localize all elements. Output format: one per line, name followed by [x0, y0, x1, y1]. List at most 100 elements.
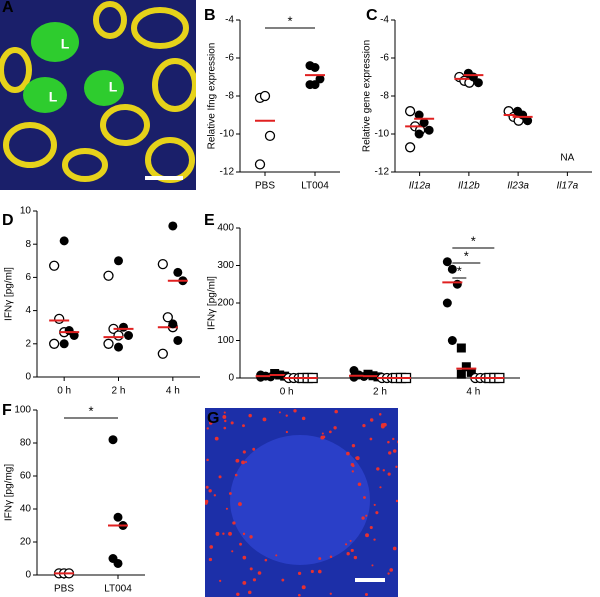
stain-dot: [349, 539, 352, 542]
data-point: [447, 264, 457, 274]
y-tick-label: -10: [375, 129, 390, 140]
stain-dot: [373, 503, 376, 507]
stain-dot: [281, 578, 285, 582]
stain-dot: [230, 421, 234, 425]
stain-dot: [297, 571, 302, 576]
annotation: NA: [560, 153, 574, 164]
stain-dot: [400, 469, 403, 472]
data-point: [424, 125, 434, 135]
stain-dot: [284, 401, 287, 404]
stain-dot: [369, 437, 373, 441]
data-point: [523, 116, 533, 126]
stain-dot: [316, 398, 319, 401]
y-axis-label: IFNγ [pg/mg]: [4, 464, 15, 521]
stain-dot: [192, 520, 195, 523]
stain-dot: [373, 538, 376, 541]
stain-dot: [285, 414, 288, 417]
stain-dot: [219, 579, 222, 583]
data-point: [363, 369, 373, 379]
stain-dot: [235, 458, 240, 463]
stain-dot: [378, 413, 382, 416]
x-tick-label: 2 h: [112, 386, 126, 397]
significance-label: *: [457, 263, 462, 278]
stain-dot: [208, 557, 213, 562]
x-tick-label: PBS: [54, 584, 74, 595]
stain-dot: [376, 467, 380, 471]
stain-dot: [214, 436, 219, 441]
stain-dot: [387, 572, 390, 575]
stain-dot: [218, 475, 222, 479]
stain-dot: [389, 568, 394, 572]
stain-dot: [234, 473, 238, 477]
micrograph-a: [0, 0, 196, 190]
stain-dot: [369, 418, 374, 422]
x-tick-label: 0 h: [57, 386, 71, 397]
y-tick-label: 10: [20, 206, 32, 217]
stain-dot: [248, 413, 252, 418]
stain-dot: [236, 592, 240, 597]
data-point: [447, 336, 457, 345]
data-point: [404, 106, 416, 117]
stain-dot: [395, 465, 398, 469]
stain-dot: [241, 460, 245, 465]
y-tick-label: 40: [20, 504, 32, 515]
data-point: [49, 260, 60, 271]
data-point: [173, 335, 183, 345]
stain-dot: [224, 419, 227, 423]
stain-dot: [320, 435, 325, 440]
data-point: [113, 512, 123, 522]
stain-dot: [264, 558, 268, 562]
data-point: [162, 312, 173, 323]
data-point: [124, 331, 133, 340]
data-point: [270, 369, 280, 378]
stain-dot: [242, 424, 245, 428]
stain-dot: [232, 521, 236, 525]
y-tick-label: 4: [25, 305, 31, 316]
x-tick-label: Il12b: [458, 181, 480, 192]
stain-dot: [195, 541, 199, 545]
panel-label: E: [204, 212, 215, 229]
stain-dot: [297, 593, 301, 597]
stain-dot: [239, 542, 242, 546]
data-point: [108, 435, 118, 445]
stain-dot: [213, 494, 217, 497]
y-tick-label: 0: [25, 570, 31, 581]
data-point: [69, 331, 79, 340]
x-tick-label: LT004: [301, 181, 329, 192]
stain-dot: [242, 580, 247, 585]
y-tick-label: 100: [14, 405, 31, 416]
stain-dot: [329, 592, 332, 595]
stain-dot: [398, 474, 401, 477]
significance-label: *: [287, 13, 292, 28]
stain-dot: [345, 543, 348, 546]
stain-dot: [369, 525, 373, 530]
significance-label: *: [471, 233, 476, 248]
stain-dot: [257, 571, 262, 575]
stain-dot: [205, 501, 208, 505]
stain-dot: [318, 569, 322, 574]
data-point: [310, 80, 320, 90]
stain-dot: [365, 514, 368, 517]
significance-label: *: [464, 248, 469, 263]
stain-dot: [275, 554, 278, 557]
data-point: [254, 159, 266, 170]
y-tick-label: 60: [20, 471, 32, 482]
stain-dot: [209, 545, 213, 549]
stain-dot: [410, 462, 412, 464]
stain-dot: [278, 411, 281, 414]
data-point: [259, 90, 271, 102]
data-point: [466, 367, 476, 377]
data-point: [103, 338, 114, 349]
stain-dot: [252, 578, 257, 582]
data-point: [456, 369, 466, 379]
data-point: [404, 142, 416, 153]
stain-dot: [382, 469, 385, 472]
stain-dot: [252, 447, 256, 451]
stain-dot: [189, 498, 192, 501]
stain-dot: [392, 449, 397, 453]
stain-dot: [321, 432, 324, 435]
y-tick-label: -6: [380, 53, 389, 64]
stain-dot: [330, 404, 333, 407]
stain-dot: [346, 552, 350, 556]
stain-dot: [249, 535, 253, 539]
